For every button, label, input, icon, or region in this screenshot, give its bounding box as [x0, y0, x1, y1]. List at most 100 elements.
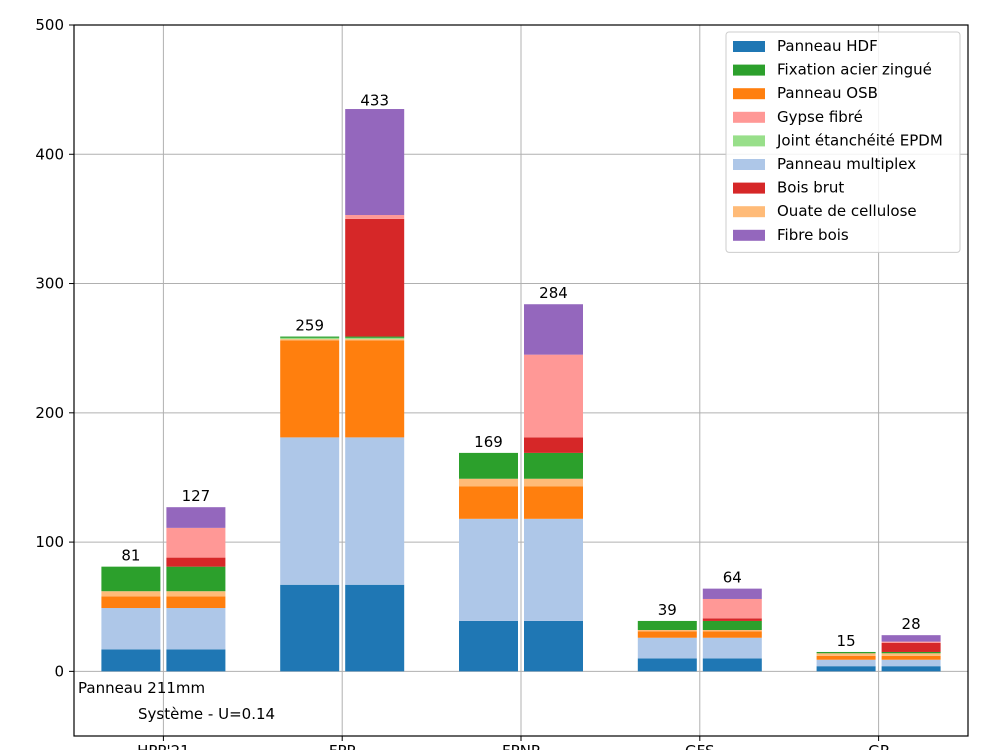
legend-entry: Gypse fibré	[777, 108, 863, 126]
bar-segment	[166, 608, 226, 650]
legend-entry: Fixation acier zingué	[777, 61, 932, 79]
bar-total-label: 433	[360, 92, 389, 110]
bar-segment	[637, 620, 697, 630]
legend-swatch	[733, 135, 765, 147]
bar-total-label: 169	[474, 433, 503, 451]
y-tick-label: 300	[35, 275, 64, 293]
legend-swatch	[733, 64, 765, 76]
bar-segment	[524, 304, 583, 355]
bar-segment	[459, 486, 518, 519]
x-tick-label: FPNP	[502, 742, 540, 750]
legend-swatch	[733, 111, 765, 123]
legend-swatch	[733, 41, 765, 52]
bar-segment	[702, 658, 762, 672]
bar-segment	[459, 620, 518, 672]
bar-segment	[345, 339, 405, 341]
legend-swatch	[733, 159, 765, 170]
y-tick-label: 400	[35, 145, 64, 163]
x-tick-label: GP	[868, 742, 889, 750]
bar-segment	[166, 596, 226, 609]
bar-segment	[702, 618, 762, 621]
bar-total-label: 28	[902, 615, 921, 633]
bar-total-label: 284	[539, 284, 568, 302]
legend-entry: Panneau multiplex	[777, 155, 916, 173]
y-tick-label: 0	[54, 662, 64, 680]
bar-segment	[166, 557, 226, 567]
bar-segment	[816, 655, 876, 660]
bar-segment	[524, 478, 583, 487]
bar-segment	[459, 478, 518, 487]
labels-layer: 81 127 259 433 169 284 39 64 15 28	[121, 92, 920, 650]
bar-segment	[524, 452, 583, 479]
bar-segment	[881, 655, 941, 660]
bar-segment	[166, 566, 226, 592]
bar-segment	[816, 659, 876, 667]
bar-segment	[524, 437, 583, 453]
legend-swatch	[733, 206, 765, 218]
y-tick-label: 500	[35, 16, 64, 34]
legend-swatch	[733, 229, 765, 241]
legend-swatch	[733, 88, 765, 100]
y-tick-label: 200	[35, 404, 64, 422]
bar-segment	[166, 527, 226, 558]
bar-segment	[101, 608, 161, 650]
bar-total-label: 81	[121, 547, 140, 565]
bar-segment	[702, 588, 762, 599]
y-tick-label: 100	[35, 533, 64, 551]
note-bar-type-2: Système - U=0.14	[138, 705, 275, 723]
x-tick-label: GFS	[685, 742, 715, 750]
bar-segment	[881, 653, 941, 656]
bar-segment	[637, 658, 697, 672]
x-tick-label: HPP'21	[137, 742, 190, 750]
bar-segment	[280, 336, 340, 338]
bar-segment	[166, 591, 226, 597]
bars-layer	[101, 109, 941, 672]
bar-segment	[637, 631, 697, 638]
bar-segment	[280, 337, 340, 340]
bar-segment	[345, 109, 405, 216]
bar-total-label: 39	[658, 601, 677, 619]
bar-segment	[816, 653, 876, 656]
bar-total-label: 15	[837, 632, 856, 650]
bar-segment	[702, 629, 762, 632]
bar-segment	[101, 566, 161, 592]
legend: Panneau HDF Fixation acier zingué Panneau …	[725, 31, 961, 253]
bar-segment	[280, 437, 340, 585]
bar-segment	[101, 596, 161, 609]
bar-segment	[881, 659, 941, 667]
bar-segment	[702, 598, 762, 619]
bar-segment	[881, 635, 941, 642]
note-bar-type-1: Panneau 211mm	[78, 679, 205, 697]
legend-entry: Fibre bois	[777, 226, 849, 244]
bar-segment	[345, 215, 405, 219]
bar-segment	[280, 584, 340, 672]
bar-segment	[702, 620, 762, 630]
notes-layer: Panneau 211mm Système - U=0.14	[78, 679, 275, 723]
bar-segment	[524, 518, 583, 621]
legend-entry: Panneau OSB	[777, 84, 878, 102]
legend-entry: Bois brut	[777, 179, 844, 197]
bar-segment	[459, 452, 518, 479]
bar-segment	[816, 651, 876, 654]
legend-entry: Ouate de cellulose	[777, 202, 917, 220]
bar-segment	[345, 437, 405, 585]
legend-swatch	[733, 182, 765, 194]
bar-segment	[345, 584, 405, 672]
bar-segment	[702, 631, 762, 638]
bar-segment	[524, 354, 583, 438]
bar-segment	[345, 337, 405, 340]
bar-segment	[881, 651, 941, 654]
legend-box	[725, 31, 961, 253]
bar-segment	[637, 637, 697, 659]
bar-segment	[459, 518, 518, 621]
bar-segment	[101, 649, 161, 672]
bar-segment	[166, 507, 226, 528]
bar-segment	[280, 340, 340, 438]
bar-segment	[524, 486, 583, 519]
bar-segment	[881, 642, 941, 652]
bar-segment	[166, 649, 226, 672]
bar-segment	[702, 637, 762, 659]
bar-segment	[816, 666, 876, 672]
